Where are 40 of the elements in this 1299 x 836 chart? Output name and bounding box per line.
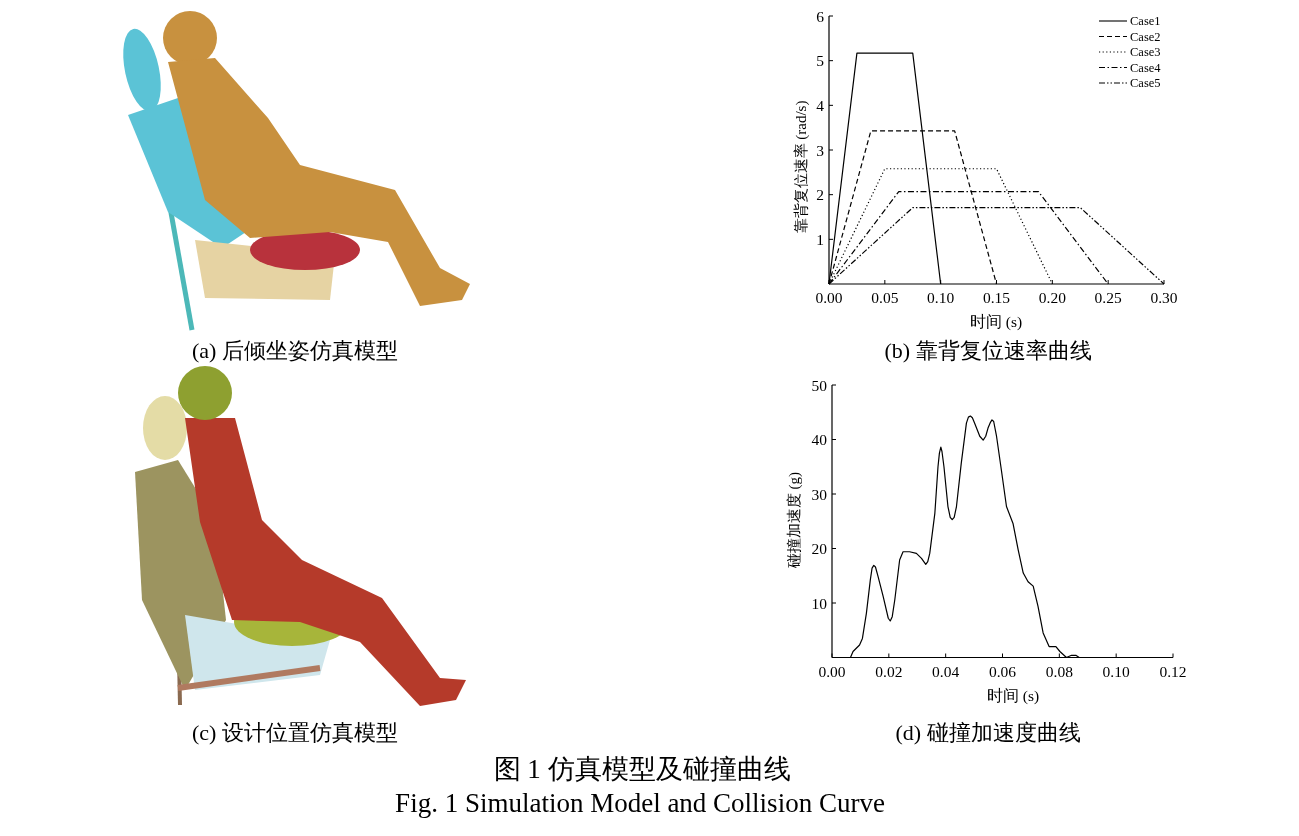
text: Fig. 1 Simulation Model and Collision Curve <box>395 788 885 818</box>
y-tick-label: 4 <box>816 96 825 114</box>
y-tick-label: 1 <box>816 230 824 248</box>
y-axis-title: 碰撞加速度 (g) <box>786 471 803 570</box>
text: (d) 碰撞加速度曲线 <box>895 720 1081 745</box>
y-tick-label: 6 <box>816 7 825 25</box>
text: (a) 后倾坐姿仿真模型 <box>192 338 398 363</box>
x-tick-label: 0.00 <box>815 289 843 306</box>
y-tick-label: 5 <box>816 52 825 70</box>
text: (b) 靠背复位速率曲线 <box>884 338 1092 363</box>
x-tick-label: 0.08 <box>1045 662 1074 680</box>
x-axis-title: 时间 (s) <box>986 687 1040 705</box>
y-tick-label: 30 <box>811 485 828 503</box>
y-tick-label: 2 <box>816 186 824 204</box>
text: 图 1 仿真模型及碰撞曲线 <box>493 754 791 784</box>
x-tick-label: 0.06 <box>988 662 1017 680</box>
y-tick-label: 40 <box>811 431 828 448</box>
x-tick-label: 0.02 <box>875 662 903 680</box>
x-tick-label: 0.00 <box>818 662 846 680</box>
legend-label: Case3 <box>1130 45 1161 60</box>
x-tick-label: 0.05 <box>871 289 899 306</box>
x-tick-label: 0.04 <box>932 662 960 680</box>
y-tick-label: 3 <box>816 141 825 159</box>
x-tick-label: 0.30 <box>1150 289 1178 306</box>
x-tick-label: 0.10 <box>1102 662 1130 680</box>
legend-label: Case1 <box>1130 14 1161 29</box>
x-tick-label: 0.15 <box>982 289 1011 306</box>
y-tick-label: 10 <box>811 594 828 612</box>
y-tick-label: 20 <box>811 540 828 557</box>
x-axis-title: 时间 (s) <box>969 313 1023 331</box>
legend-label: Case4 <box>1130 60 1162 75</box>
x-tick-label: 0.20 <box>1038 289 1067 306</box>
legend-label: Case2 <box>1130 29 1161 44</box>
legend-label: Case5 <box>1130 76 1161 91</box>
y-axis-title: 靠背复位速率 (rad/s) <box>793 100 810 234</box>
y-tick-label: 50 <box>811 376 828 394</box>
text: (c) 设计位置仿真模型 <box>192 720 398 745</box>
x-tick-label: 0.25 <box>1094 289 1122 306</box>
x-tick-label: 0.10 <box>927 289 955 306</box>
x-tick-label: 0.12 <box>1159 662 1187 680</box>
